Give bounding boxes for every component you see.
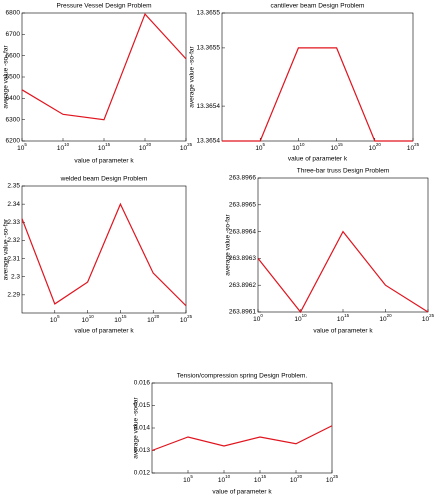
y-axis-label: average value -so-far — [3, 218, 10, 280]
tick-label: 2.35 — [7, 183, 20, 190]
tick-label: 0.016 — [134, 380, 151, 387]
data-line — [151, 425, 333, 452]
data-line — [222, 47, 413, 142]
tick-label: 6700 — [6, 31, 21, 38]
tick-label: 2.3 — [11, 273, 20, 280]
x-tick-label: 105 — [183, 474, 193, 484]
tick-label: 263.8965 — [229, 202, 256, 209]
x-tick-label: 1025 — [180, 142, 193, 152]
x-axis-label: value of parameter k — [313, 328, 373, 335]
x-tick-label: 1015 — [330, 142, 343, 152]
tick-label: 6200 — [6, 138, 21, 145]
y-axis-label: average value -so- far — [3, 45, 10, 109]
data-line — [257, 230, 429, 314]
tick-label: 6300 — [6, 116, 21, 123]
tick-label: 2.33 — [7, 219, 20, 226]
tick-label: 6800 — [6, 10, 21, 17]
tick-label: 0.012 — [134, 470, 151, 477]
x-axis-label: value of parameter k — [74, 328, 134, 335]
x-axis-label: value of parameter k — [74, 158, 134, 165]
tick-label: 13.3654 — [197, 138, 221, 145]
x-tick-label: 1010 — [292, 142, 305, 152]
x-tick-label: 1020 — [369, 142, 382, 152]
tick-label: 2.29 — [7, 292, 20, 299]
x-axis-label: value of parameter k — [212, 489, 272, 496]
chart-title: Pressure Vessel Design Problem — [56, 3, 151, 10]
subplot: Tension/compression spring Design Proble… — [133, 373, 333, 496]
tick-label: 263.8964 — [229, 228, 256, 235]
tick-label: 6500 — [6, 74, 21, 81]
y-axis-label: average value -so-far — [133, 396, 140, 458]
y-axis-label: average value -so-far — [189, 45, 196, 107]
x-tick-label: 1025 — [422, 313, 435, 323]
subplot: Pressure Vessel Design Problem value of p… — [3, 3, 187, 165]
chart-title: Three-bar truss Design Problem — [297, 168, 389, 175]
tick-label: 6400 — [6, 95, 21, 102]
x-tick-label: 1015 — [254, 474, 267, 484]
tick-label: 13.3655 — [197, 10, 221, 17]
plot-area — [257, 177, 429, 313]
x-tick-label: 1015 — [337, 313, 350, 323]
x-tick-label: 1020 — [290, 474, 303, 484]
tick-label: 263.8962 — [229, 282, 256, 289]
x-tick-label: 1010 — [218, 474, 231, 484]
tick-label: 0.014 — [134, 425, 151, 432]
chart-title: welded beam Design Problem — [60, 176, 148, 183]
x-axis-label: value of parameter k — [288, 156, 348, 163]
x-tick-label: 1010 — [57, 142, 70, 152]
chart-title: cantilever beam Design Problem — [271, 3, 365, 10]
x-tick-label: 1025 — [407, 142, 420, 152]
plot-area — [21, 185, 187, 314]
tick-label: 263.8966 — [229, 175, 256, 182]
tick-label: 263.8963 — [229, 255, 256, 262]
tick-label: 263.8961 — [229, 309, 256, 316]
x-tick-label: 1010 — [294, 313, 307, 323]
x-tick-label: 1015 — [98, 142, 111, 152]
data-line — [21, 12, 187, 121]
subplot: welded beam Design Problem value of param… — [3, 176, 187, 335]
subplot: Three-bar truss Design Problem value of p… — [225, 168, 429, 335]
plot-area — [221, 12, 414, 142]
x-tick-label: 1015 — [114, 314, 127, 324]
plot-area — [151, 382, 333, 474]
tick-label: 6600 — [6, 52, 21, 59]
subplot: cantilever beam Design Problem value of p… — [189, 3, 414, 163]
tick-label: 13.3654 — [197, 103, 221, 110]
x-tick-label: 1010 — [81, 314, 94, 324]
y-axis-label: average value -so-far — [225, 213, 232, 275]
x-tick-label: 105 — [17, 142, 27, 152]
x-tick-label: 1020 — [139, 142, 152, 152]
tick-label: 2.31 — [7, 255, 20, 262]
tick-label: 0.015 — [134, 402, 151, 409]
x-tick-label: 1025 — [326, 474, 339, 484]
data-line — [21, 202, 187, 307]
tick-label: 2.32 — [7, 237, 20, 244]
x-tick-label: 100 — [253, 313, 263, 323]
tick-label: 0.013 — [134, 447, 151, 454]
tick-label: 2.34 — [7, 201, 20, 208]
x-tick-label: 105 — [50, 314, 60, 324]
x-tick-label: 1020 — [147, 314, 160, 324]
x-tick-label: 1020 — [379, 313, 392, 323]
x-tick-label: 1025 — [180, 314, 193, 324]
x-tick-label: 105 — [255, 142, 265, 152]
chart-title: Tension/compression spring Design Proble… — [177, 373, 308, 380]
tick-label: 13.3655 — [197, 45, 221, 52]
